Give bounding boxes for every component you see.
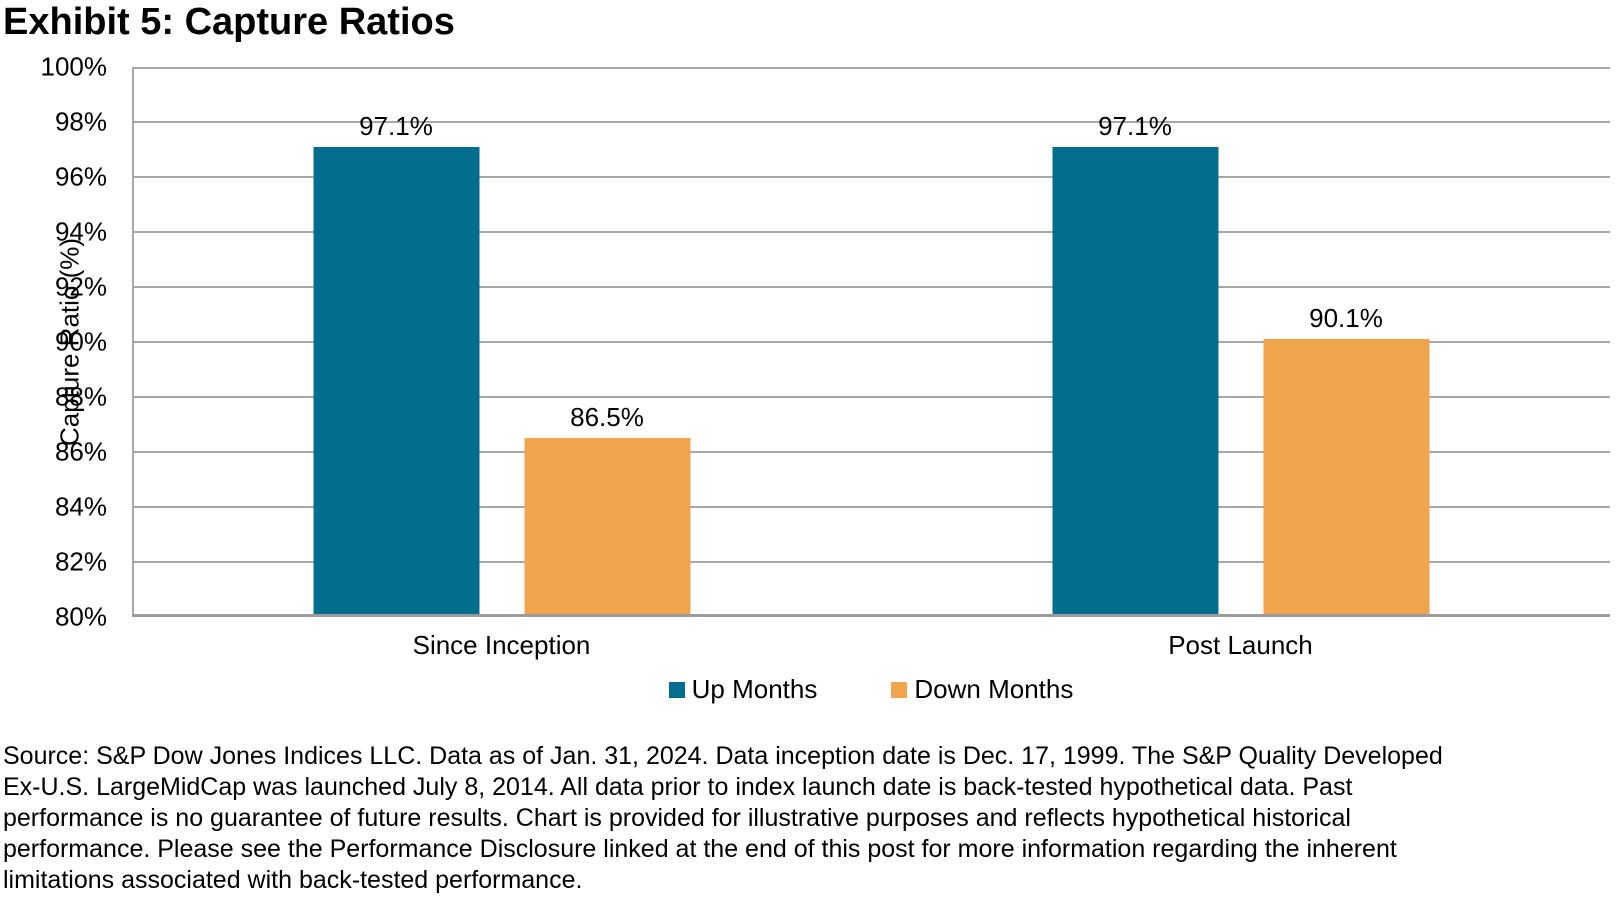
gridline (132, 561, 1610, 563)
x-axis-line (132, 614, 1610, 617)
source-note-line: performance is no guarantee of future re… (3, 804, 1351, 832)
y-tick-label: 86% (54, 436, 107, 467)
y-tick-label: 98% (54, 106, 107, 137)
bar-up-months-since-inception: 97.1% (313, 111, 479, 617)
chart-title: Exhibit 5: Capture Ratios (3, 1, 455, 43)
y-tick-label: 100% (40, 51, 108, 82)
bar-value-label: 97.1% (1098, 111, 1172, 141)
bar-down-months-since-inception: 86.5% (524, 402, 690, 617)
gridline (132, 67, 1610, 69)
gridline (132, 341, 1610, 343)
legend-swatch-down-months (891, 681, 908, 698)
x-category-label-post-launch: Post Launch (1168, 630, 1313, 660)
gridline (132, 121, 1610, 123)
bar-value-label: 90.1% (1309, 303, 1383, 333)
legend-item-down-months: Down Months (891, 674, 1073, 705)
legend-swatch-up-months (668, 681, 685, 698)
y-tick-label: 94% (54, 216, 107, 247)
plot-area: 97.1% 86.5% 97.1% 90.1% (132, 67, 1610, 617)
y-axis-tick-labels: 100% 98% 96% 94% 92% 90% 88% 86% 84% 82% 80% (0, 0, 108, 897)
source-note-line: Ex-U.S. LargeMidCap was launched July 8,… (3, 773, 1353, 801)
legend-label: Up Months (691, 674, 818, 704)
bar-down-months-post-launch: 90.1% (1263, 303, 1429, 617)
y-tick-label: 90% (54, 326, 107, 357)
y-tick-label: 82% (54, 546, 107, 577)
gridline (132, 286, 1610, 288)
gridline (132, 396, 1610, 398)
legend-label: Down Months (914, 674, 1074, 704)
bar-value-label: 86.5% (570, 402, 644, 432)
source-note-line: limitations associated with back-tested … (3, 866, 583, 894)
source-note: Source: S&P Dow Jones Indices LLC. Data … (3, 741, 1443, 896)
source-note-line: performance. Please see the Performance … (3, 835, 1397, 863)
bar-up-months-post-launch: 97.1% (1052, 111, 1218, 617)
x-category-label-since-inception: Since Inception (412, 630, 591, 660)
gridline (132, 506, 1610, 508)
bar-value-label: 97.1% (359, 111, 433, 141)
gridline (132, 231, 1610, 233)
y-tick-label: 92% (54, 271, 107, 302)
chart-legend: Up Months Down Months (132, 674, 1610, 705)
gridline (132, 176, 1610, 178)
gridline (132, 451, 1610, 453)
y-tick-label: 88% (54, 381, 107, 412)
y-tick-label: 84% (54, 491, 107, 522)
y-tick-label: 96% (54, 161, 107, 192)
bar-group-since-inception: 97.1% 86.5% (313, 111, 690, 617)
bar-group-post-launch: 97.1% 90.1% (1052, 111, 1429, 617)
y-tick-label: 80% (54, 601, 107, 632)
source-note-line: Source: S&P Dow Jones Indices LLC. Data … (3, 742, 1443, 770)
legend-item-up-months: Up Months (668, 674, 818, 705)
